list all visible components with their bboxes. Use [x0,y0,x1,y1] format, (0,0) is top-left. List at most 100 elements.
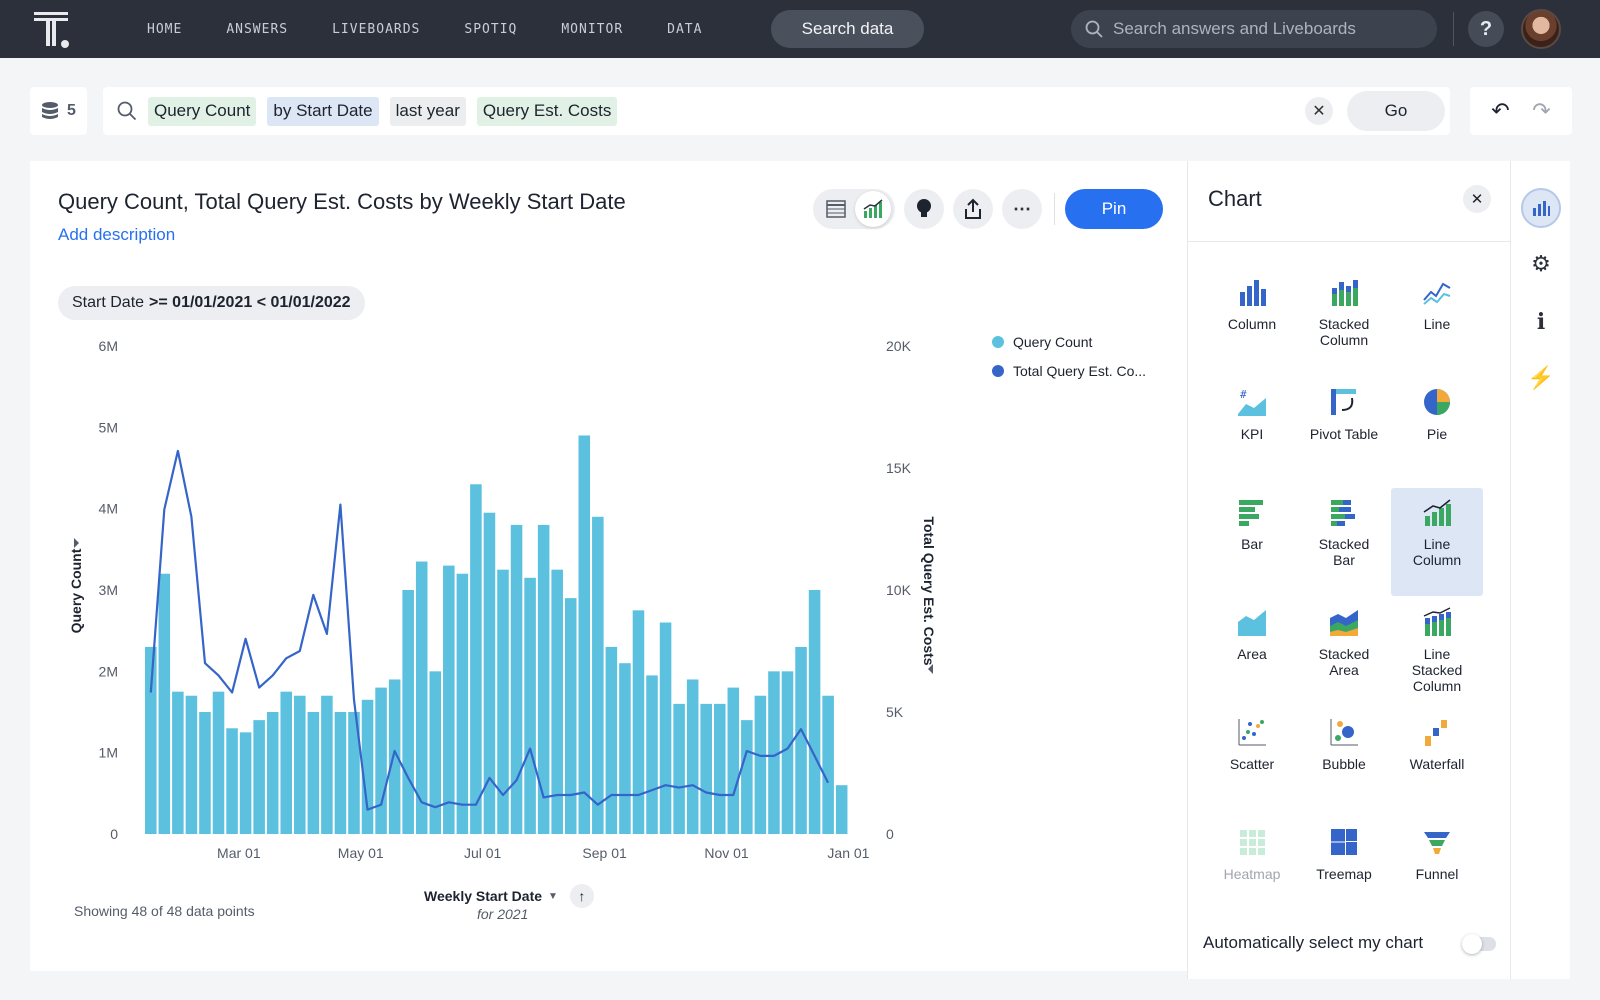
panel-title: Chart [1208,186,1262,211]
search-bar[interactable]: Query Count by Start Date last year Quer… [103,87,1450,135]
scatter-chart-icon [1238,719,1266,746]
global-search[interactable] [1071,10,1437,48]
legend-swatch [992,336,1004,348]
global-search-input[interactable] [1113,19,1413,39]
sort-arrow-up-icon[interactable]: ↑ [569,884,594,908]
chart-type-funnel[interactable]: Funnel [1391,818,1483,926]
caret-down-icon[interactable]: ▼ [548,890,558,902]
chart-type-stacked-bar[interactable]: Stacked Bar [1298,488,1390,596]
query-count-bar [795,646,807,834]
svg-text:#: # [1240,388,1247,401]
nav-monitor[interactable]: MONITOR [561,21,624,37]
help-button[interactable]: ? [1468,11,1504,47]
top-nav: HOME ANSWERS LIVEBOARDS SPOTIQ MONITOR D… [0,0,1600,58]
gear-icon[interactable]: ⚙ [1531,251,1551,276]
bar-chart-icon [1239,500,1263,526]
data-sources-button[interactable]: 5 [30,87,87,135]
add-description-link[interactable]: Add description [58,225,176,244]
chart-type-line[interactable]: Line [1391,268,1483,376]
search-token-last-year[interactable]: last year [389,96,466,126]
nav-spotiq[interactable]: SPOTIQ [464,21,518,37]
line-column-chart[interactable]: 0 1M 2M 3M 4M 5M 6M 0 5K 10K 15K 20K Query Count Tota… [30,161,1188,971]
query-count-bar [172,691,184,834]
data-points-count: Showing 48 of 48 data points [74,903,255,919]
redo-icon[interactable]: ↷ [1532,98,1551,123]
chart-type-pie[interactable]: Pie [1391,378,1483,486]
chart-config-icon[interactable] [1521,188,1561,228]
filter-label: Start Date [72,294,145,311]
auto-select-label: Automatically select my chart [1203,933,1424,952]
stacked-area-chart-icon [1330,610,1358,636]
nav-liveboards[interactable]: LIVEBOARDS [332,21,421,37]
chart-type-label: Bubble [1322,756,1366,772]
nav-data[interactable]: DATA [667,21,703,37]
chart-type-label: Area [1237,646,1267,662]
nav-answers[interactable]: ANSWERS [226,21,289,37]
chart-type-bar[interactable]: Bar [1206,488,1298,596]
chart-type-label: Line [1423,316,1451,332]
chart-type-label: Bar [1241,536,1263,552]
pin-button[interactable]: Pin [1065,189,1163,229]
chart-type-scatter[interactable]: Scatter [1206,708,1298,816]
query-count-bar [415,561,428,834]
undo-icon[interactable]: ↶ [1491,98,1510,123]
pivot-table-icon [1331,389,1356,415]
go-button[interactable]: Go [1347,91,1445,131]
query-count-bar [239,732,252,834]
chart-type-pivot-table[interactable]: Pivot Table [1298,378,1390,486]
y2-axis-expand-icon [928,664,933,674]
query-count-bar [361,699,374,834]
query-count-bar [754,695,767,834]
query-count-bar [388,679,401,834]
more-options-icon[interactable]: ⋯ [1002,189,1042,229]
chart-type-stacked-column[interactable]: Stacked Column [1298,268,1390,376]
chart-type-treemap[interactable]: Treemap [1298,818,1390,926]
start-date-filter-chip[interactable]: Start Date >= 01/01/2021 < 01/01/2022 [58,286,365,320]
answer-title[interactable]: Query Count, Total Query Est. Costs by W… [58,189,626,214]
clear-search-button[interactable]: ✕ [1305,97,1333,125]
table-chart-toggle[interactable] [813,189,895,229]
chart-type-label: Waterfall [1409,756,1465,772]
y2-tick-label: 20K [886,338,912,354]
chart-type-column[interactable]: Column [1206,268,1298,376]
area-chart-icon [1238,610,1266,636]
chart-type-line-column[interactable]: Line Column [1391,488,1483,596]
thoughtspot-logo[interactable] [34,12,74,50]
chart-view-icon[interactable] [854,191,891,227]
chart-type-bubble[interactable]: Bubble [1298,708,1390,816]
chart-type-kpi[interactable]: # KPI [1206,378,1298,486]
chart-type-line-stacked-column[interactable]: Line Stacked Column [1391,598,1483,706]
nav-home[interactable]: HOME [147,21,183,37]
chart-type-area[interactable]: Area [1206,598,1298,706]
insights-bulb-icon[interactable] [904,189,944,229]
close-panel-button[interactable]: ✕ [1463,185,1491,213]
x-axis-title[interactable]: Weekly Start Date ▼ ↑ [424,884,594,908]
share-icon[interactable] [953,189,993,229]
lightning-icon[interactable]: ⚡ [1527,365,1555,390]
query-count-bar [605,646,618,834]
auto-select-toggle[interactable] [1462,934,1496,954]
query-count-bar [673,703,685,834]
search-data-button[interactable]: Search data [771,10,924,48]
query-count-bar [808,590,821,834]
avatar[interactable] [1521,9,1561,49]
query-count-bar [253,720,265,834]
x-tick-label: Jul 01 [464,845,502,861]
search-token-query-est-costs[interactable]: Query Est. Costs [476,96,618,126]
chart-type-waterfall[interactable]: Waterfall [1391,708,1483,816]
info-icon[interactable]: i [1536,309,1546,335]
query-count-bar [700,703,712,834]
legend-swatch [992,365,1004,377]
line-column-chart-icon [1423,499,1451,526]
y-tick-label: 6M [99,338,118,354]
table-view-icon[interactable] [818,191,854,227]
chart-type-stacked-area[interactable]: Stacked Area [1298,598,1390,706]
query-count-bar [185,695,198,834]
legend-label: Query Count [1013,334,1092,350]
query-count-bar [266,712,279,834]
search-token-start-date[interactable]: by Start Date [267,96,379,126]
y2-tick-label: 15K [886,460,912,476]
y-tick-label: 2M [99,663,118,679]
search-token-query-count[interactable]: Query Count [148,96,257,126]
answer-card: Query Count, Total Query Est. Costs by W… [30,161,1188,971]
